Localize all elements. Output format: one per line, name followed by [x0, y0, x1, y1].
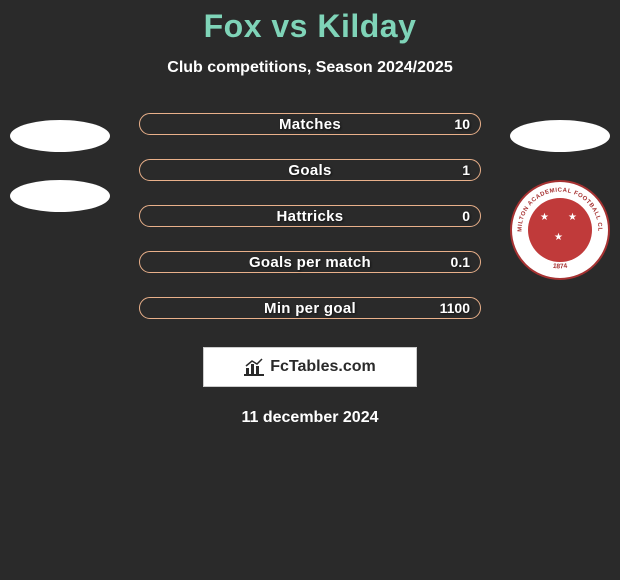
stat-label: Goals per match	[249, 254, 371, 271]
stat-right-value: 0.1	[451, 254, 470, 270]
subtitle: Club competitions, Season 2024/2025	[0, 59, 620, 77]
left-badges	[10, 120, 110, 212]
stat-label: Matches	[279, 116, 341, 133]
team-badge-placeholder	[10, 180, 110, 212]
stat-right-value: 10	[454, 116, 470, 132]
stat-label: Hattricks	[277, 208, 344, 225]
stat-row-matches: Matches 10	[139, 113, 481, 135]
stat-right-value: 1100	[440, 300, 470, 316]
chart-icon	[244, 358, 264, 376]
brand-text: FcTables.com	[270, 358, 376, 376]
page-title: Fox vs Kilday	[0, 8, 620, 45]
club-badge-hamilton: HAMILTON ACADEMICAL FOOTBALL CLUB 1874 ★…	[510, 180, 610, 280]
stat-label: Min per goal	[264, 300, 356, 317]
stat-right-value: 1	[462, 162, 470, 178]
date-line: 11 december 2024	[0, 409, 620, 427]
stat-row-goals: Goals 1	[139, 159, 481, 181]
stat-row-hattricks: Hattricks 0	[139, 205, 481, 227]
stat-row-min-per-goal: Min per goal 1100	[139, 297, 481, 319]
stat-right-value: 0	[462, 208, 470, 224]
stat-row-goals-per-match: Goals per match 0.1	[139, 251, 481, 273]
brand-box[interactable]: FcTables.com	[203, 347, 417, 387]
team-badge-placeholder	[10, 120, 110, 152]
right-badges: HAMILTON ACADEMICAL FOOTBALL CLUB 1874 ★…	[510, 120, 610, 280]
team-badge-placeholder	[510, 120, 610, 152]
stat-label: Goals	[288, 162, 331, 179]
club-inner-shield-icon: ★ ★ ★	[528, 198, 592, 262]
svg-text:1874: 1874	[552, 263, 568, 271]
